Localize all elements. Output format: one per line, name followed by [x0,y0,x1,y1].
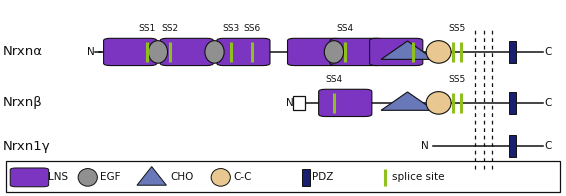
Text: SS3: SS3 [223,24,240,33]
Ellipse shape [211,169,230,186]
Ellipse shape [426,92,451,114]
Polygon shape [381,92,434,110]
Ellipse shape [148,41,168,63]
FancyBboxPatch shape [160,38,213,66]
Text: CHO: CHO [170,172,194,182]
FancyBboxPatch shape [217,38,270,66]
Text: SS6: SS6 [243,24,260,33]
Text: C: C [544,47,552,57]
FancyBboxPatch shape [319,89,372,116]
Polygon shape [381,41,434,59]
Text: SS5: SS5 [448,75,466,84]
FancyBboxPatch shape [370,38,423,66]
Text: Nrxnα: Nrxnα [3,45,43,58]
Text: C: C [544,98,552,108]
Ellipse shape [426,41,451,63]
Ellipse shape [205,41,224,63]
Bar [6,161,560,192]
FancyBboxPatch shape [10,168,49,187]
FancyBboxPatch shape [330,38,383,66]
Text: N: N [286,98,294,108]
Text: N: N [87,47,95,57]
Text: SS5: SS5 [448,24,466,33]
Text: SS2: SS2 [161,24,178,33]
Text: N: N [421,141,428,151]
Text: C-C: C-C [233,172,252,182]
Bar [509,92,516,114]
Text: LNS: LNS [48,172,68,182]
FancyBboxPatch shape [288,38,341,66]
Text: SS4: SS4 [325,75,342,84]
Bar [509,135,516,157]
FancyBboxPatch shape [104,38,157,66]
Text: SS1: SS1 [138,24,155,33]
Ellipse shape [324,41,344,63]
Text: PDZ: PDZ [312,172,334,182]
Bar [509,41,516,63]
Polygon shape [137,167,166,185]
Bar [302,169,310,186]
Text: C: C [544,141,552,151]
Text: Nrxn1γ: Nrxn1γ [3,140,50,152]
Text: Nrxnβ: Nrxnβ [3,96,42,109]
Text: splice site: splice site [392,172,444,182]
Ellipse shape [78,169,97,186]
Bar [293,96,305,110]
Text: SS4: SS4 [337,24,354,33]
Text: EGF: EGF [100,172,121,182]
